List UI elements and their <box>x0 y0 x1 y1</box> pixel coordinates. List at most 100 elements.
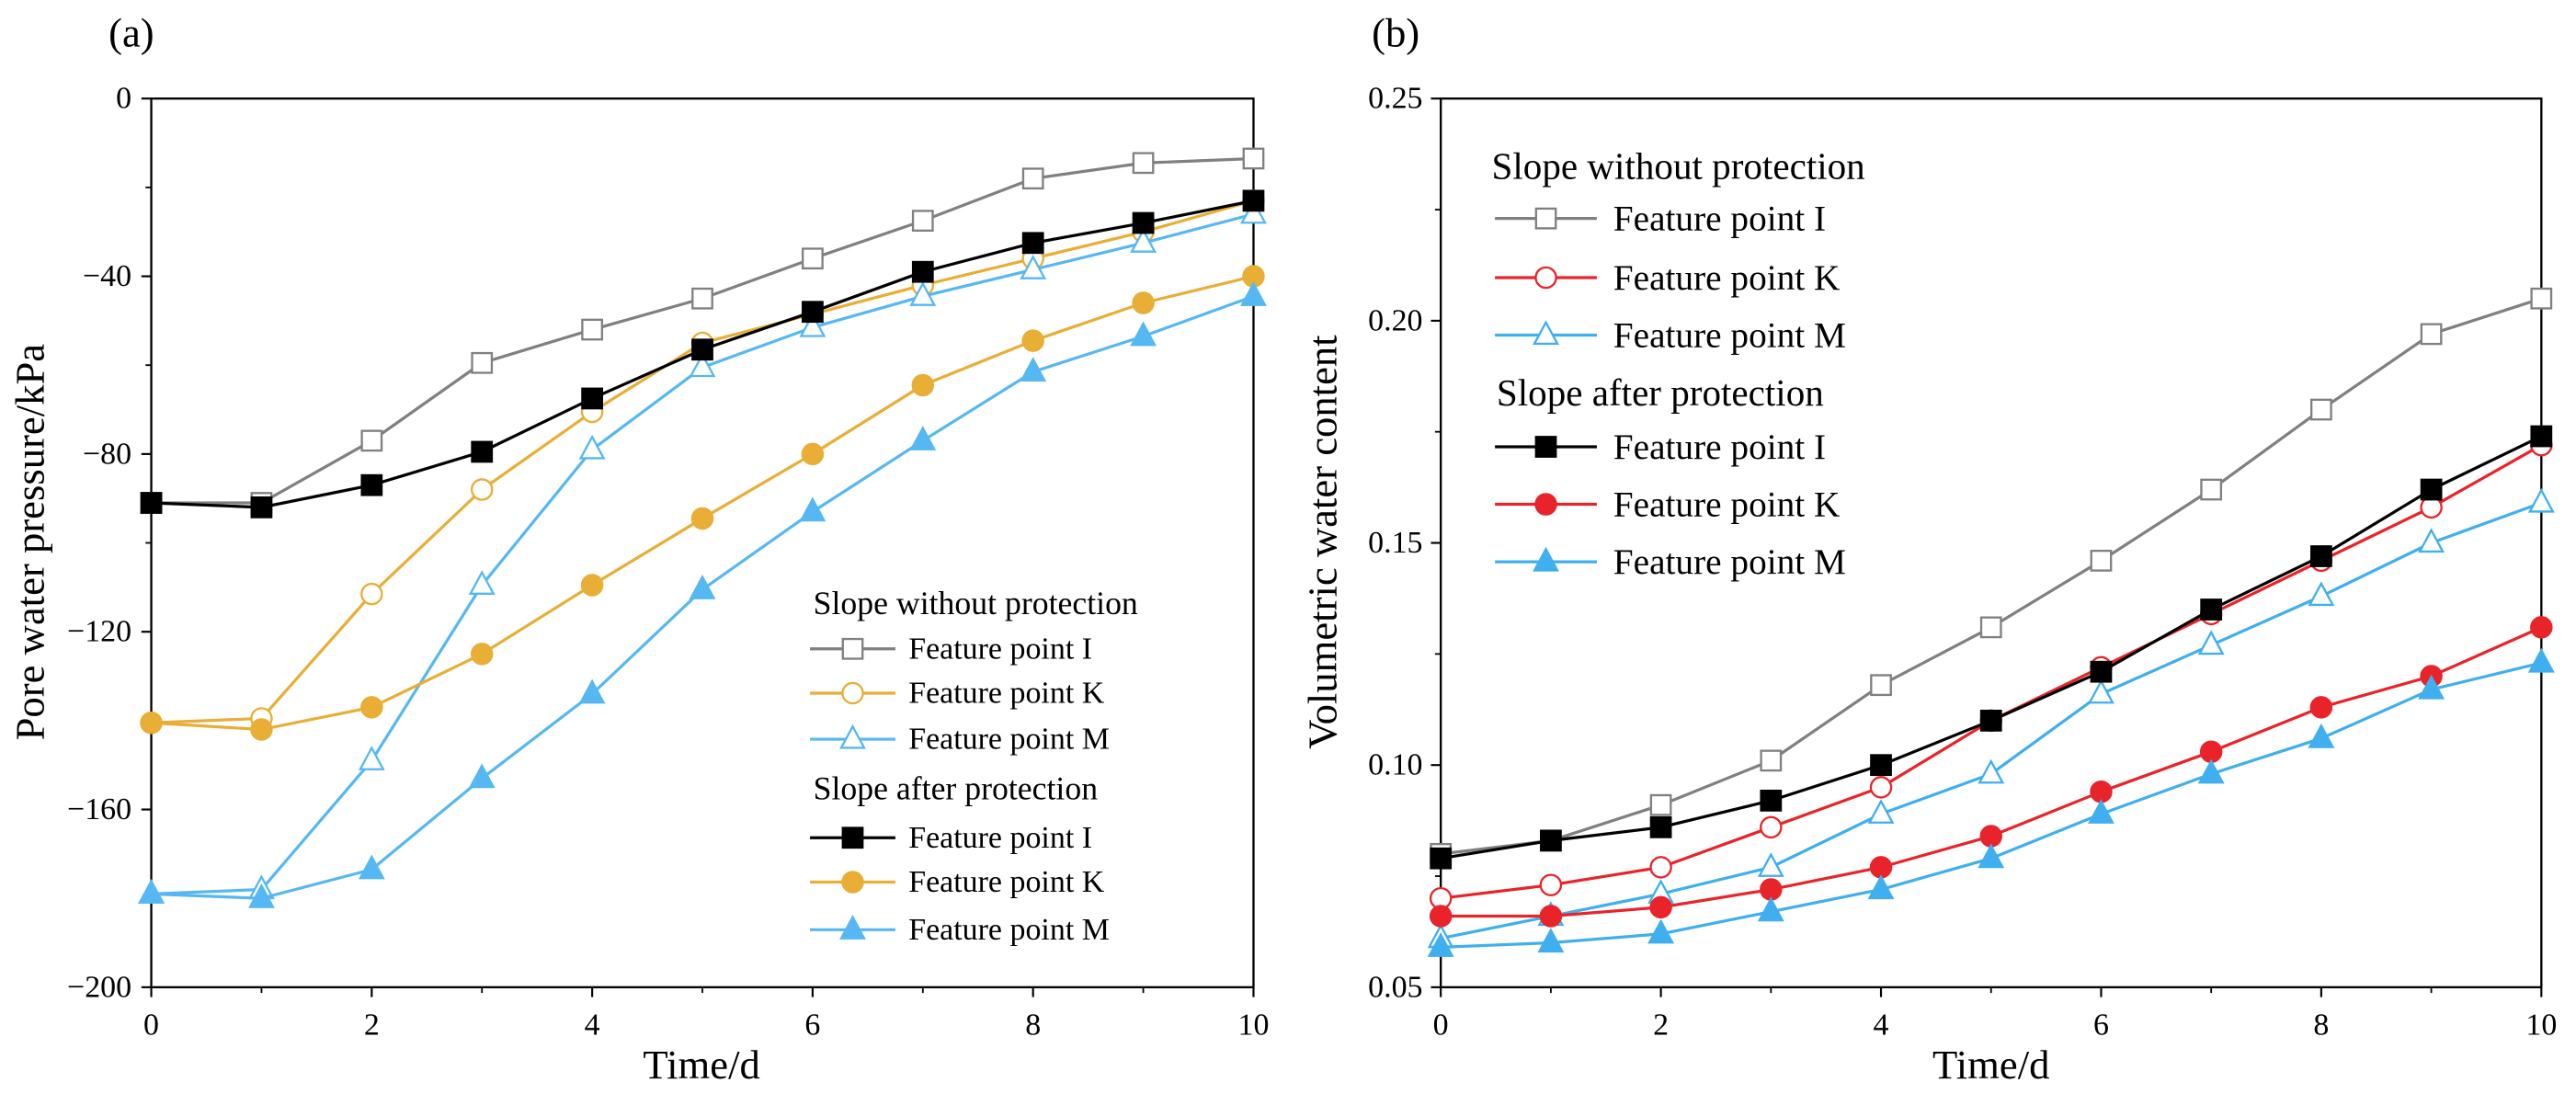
data-point <box>1240 199 1267 224</box>
data-point <box>140 712 163 735</box>
data-point <box>1537 928 1565 953</box>
data-point <box>2197 758 2225 784</box>
data-point <box>581 318 603 341</box>
chart-b: 0 2 4 6 8 10 0.05 0.10 0.15 0.20 0.25 (b) Time/d Volu… <box>1300 10 2558 1088</box>
data-point <box>2420 323 2443 346</box>
data-point <box>911 210 934 233</box>
data-point <box>1979 616 2002 639</box>
legend-group-header: Slope after protection <box>1497 371 1824 414</box>
data-point <box>1130 321 1157 347</box>
data-point <box>1649 856 1672 879</box>
legend-marker <box>841 871 864 894</box>
legend-label: Feature point K <box>908 865 1104 899</box>
data-point <box>360 473 383 496</box>
y-tick-label: 0 <box>116 82 131 116</box>
data-point <box>2530 616 2553 639</box>
data-point <box>909 426 937 450</box>
legend-marker <box>1534 266 1557 290</box>
y-tick-label: −80 <box>83 437 131 471</box>
data-point <box>2090 780 2113 803</box>
data-point <box>1979 825 2002 848</box>
data-point <box>911 260 934 283</box>
series-line <box>1440 435 2543 860</box>
x-tick-label: 2 <box>1653 1008 1669 1042</box>
data-point <box>2418 528 2445 553</box>
legend-label: Feature point M <box>1613 541 1846 582</box>
data-point <box>2420 478 2443 501</box>
data-point <box>470 643 494 666</box>
data-point <box>1649 895 1672 919</box>
series-line <box>151 156 1254 505</box>
data-point <box>2308 581 2335 607</box>
data-point <box>1427 932 1454 957</box>
data-point <box>1649 793 1672 816</box>
data-point <box>1760 789 1783 812</box>
data-point <box>360 429 383 452</box>
data-point <box>471 351 494 374</box>
panel-label: (a) <box>108 10 154 56</box>
legend-a: Slope without protection Feature point I F… <box>810 585 1138 947</box>
data-point <box>470 478 494 501</box>
legend-marker <box>1534 493 1557 516</box>
data-point <box>580 574 604 597</box>
data-point <box>2090 660 2113 683</box>
data-point <box>1132 152 1155 175</box>
series-after-k <box>140 265 1265 741</box>
y-tick-label: −120 <box>67 615 131 649</box>
data-point <box>2418 674 2445 700</box>
data-point <box>1869 776 1893 799</box>
legend-label: Feature point I <box>908 632 1092 666</box>
legend-label: Feature point K <box>908 677 1104 711</box>
y-tick-label: 0.05 <box>1368 970 1422 1004</box>
x-tick-label: 0 <box>1433 1008 1449 1042</box>
panel-label: (b) <box>1372 10 1419 56</box>
data-point <box>140 492 163 514</box>
data-point <box>2088 678 2114 704</box>
data-point <box>360 582 383 606</box>
x-tick-label: 6 <box>804 1008 820 1042</box>
data-point <box>1978 843 2005 869</box>
data-point <box>802 247 824 270</box>
data-point <box>1240 280 1267 306</box>
data-point <box>1867 874 1895 900</box>
data-point <box>1757 852 1784 877</box>
x-tick-label: 4 <box>585 1008 600 1042</box>
y-tick-label: 0.25 <box>1368 82 1422 116</box>
data-point <box>1870 754 1892 777</box>
data-point <box>1539 905 1563 928</box>
data-point <box>2310 398 2332 421</box>
legend-label: Feature point M <box>908 723 1110 757</box>
legend-group-header: Slope without protection <box>814 585 1138 621</box>
legend-marker <box>839 724 866 749</box>
legend-label: Feature point M <box>1613 315 1846 356</box>
data-point <box>138 879 165 904</box>
y-tick-label: −200 <box>67 970 131 1004</box>
data-point <box>2090 549 2113 572</box>
data-point <box>1870 674 1892 697</box>
legend-marker <box>1534 436 1557 458</box>
y-tick-label: 0.10 <box>1368 748 1422 782</box>
data-point <box>578 434 606 460</box>
series-after-m <box>138 280 1267 908</box>
x-tick-label: 10 <box>2525 1008 2557 1042</box>
data-point <box>2197 630 2225 655</box>
data-point <box>689 352 716 378</box>
x-tick-label: 4 <box>1874 1008 1889 1042</box>
data-point <box>1429 905 1453 928</box>
y-tick-label: −160 <box>67 792 131 826</box>
data-point <box>799 496 826 522</box>
legend-label: Feature point M <box>908 913 1110 947</box>
data-point <box>1979 709 2002 732</box>
series-without-i <box>140 147 1265 514</box>
data-point <box>690 507 714 530</box>
series-after-k <box>1429 616 2553 928</box>
legend-label: Feature point K <box>1613 257 1841 298</box>
data-point <box>691 287 713 310</box>
legend-marker <box>841 826 864 849</box>
legend-group-header: Slope after protection <box>814 770 1099 807</box>
data-point <box>1021 167 1044 190</box>
data-point <box>799 312 826 337</box>
y-tick-label: 0.20 <box>1368 303 1422 337</box>
x-tick-label: 10 <box>1238 1008 1270 1042</box>
data-point <box>471 440 494 463</box>
